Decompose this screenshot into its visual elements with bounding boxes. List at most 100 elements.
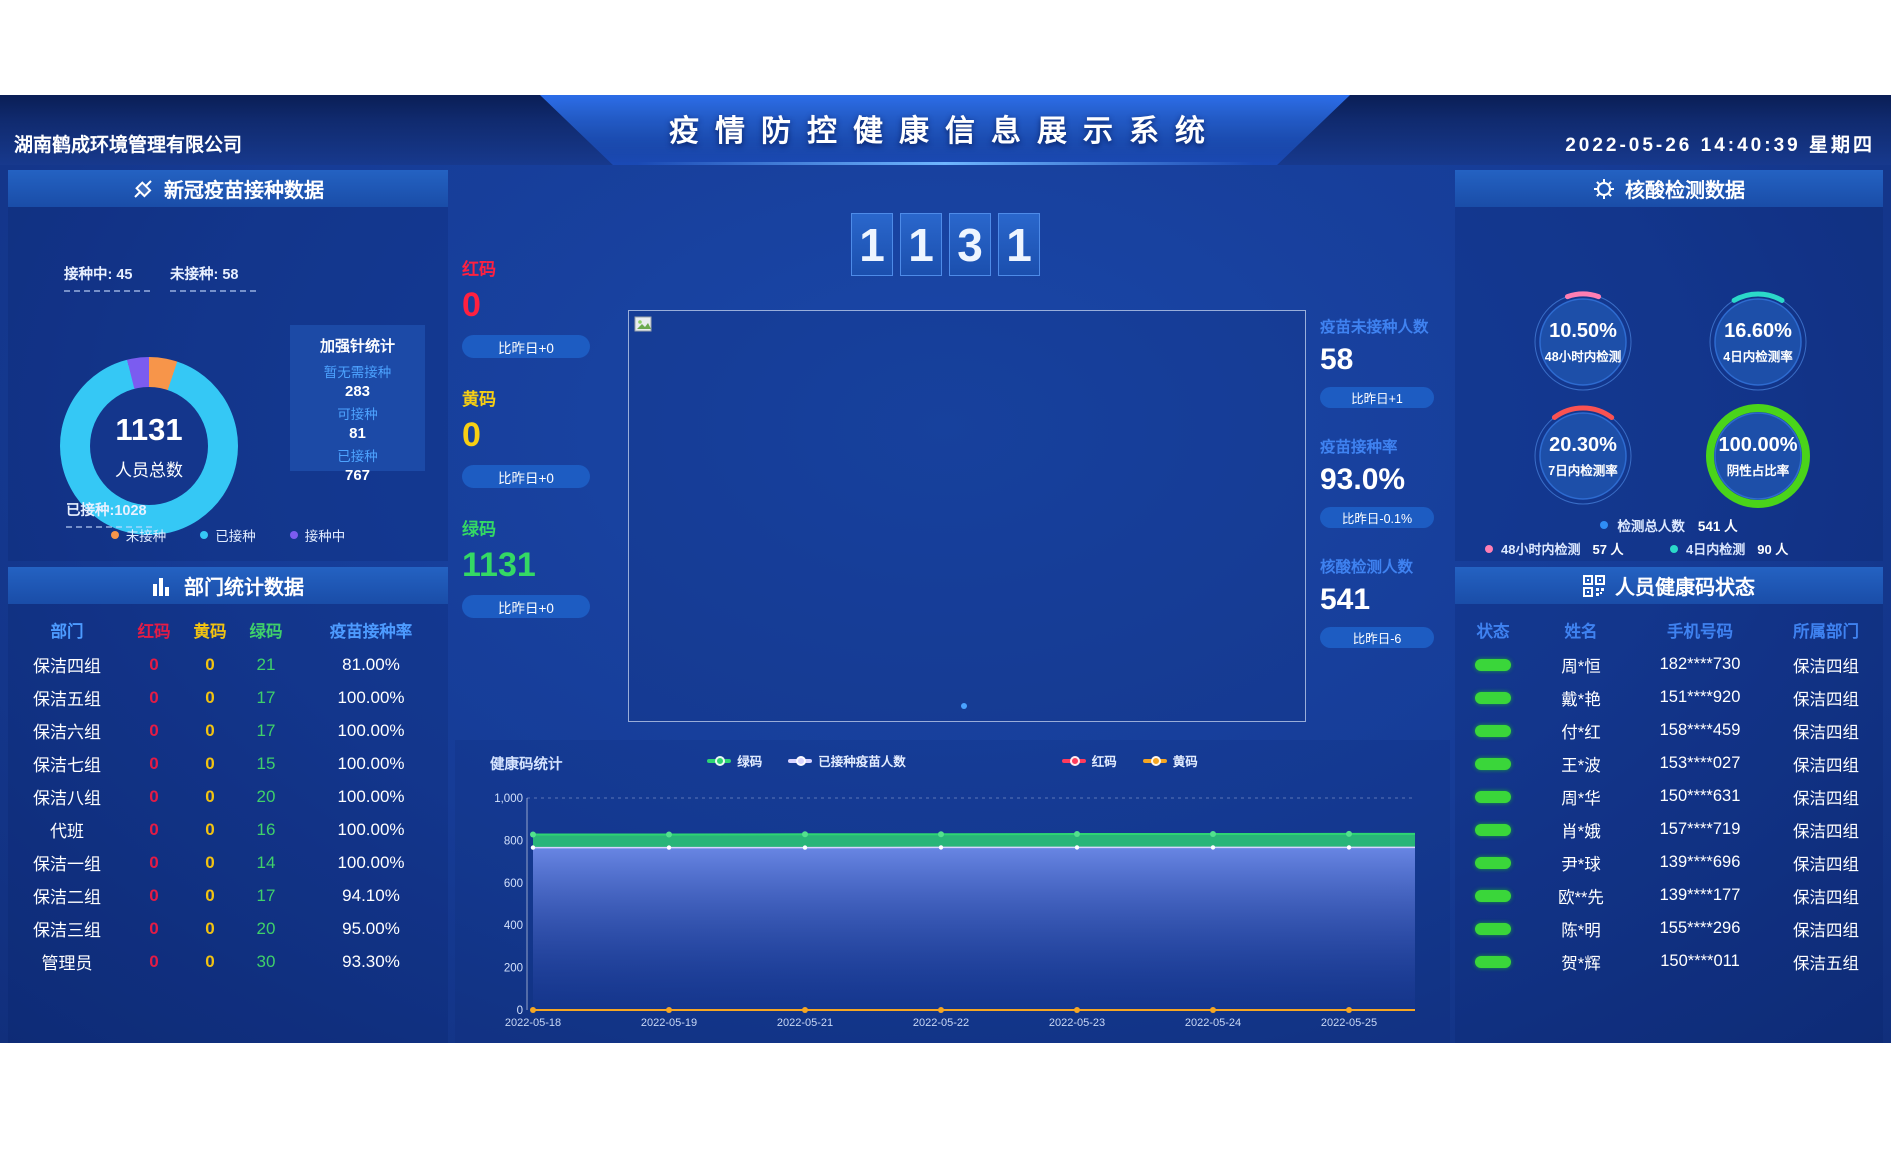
status-cell: [1455, 955, 1531, 968]
table-cell: 0: [149, 687, 159, 707]
legend-item: 已接种: [200, 525, 256, 545]
column-header: 所属部门: [1793, 623, 1859, 641]
svg-text:800: 800: [504, 835, 523, 847]
green-code-status-icon: [1475, 922, 1511, 935]
legend-dot-icon: [110, 531, 119, 539]
phone-cell: 158****459: [1659, 721, 1741, 739]
delta-pill: 比昨日+1: [1320, 387, 1434, 408]
table-row: 贺*辉 150****011 保洁五组: [1455, 945, 1883, 978]
epidemic-dashboard: 疫情防控健康信息展示系统 湖南鹤成环境管理有限公司 2022-05-26 14:…: [0, 95, 1891, 1043]
svg-text:1,000: 1,000: [494, 793, 523, 805]
chart-legend-label: 红码: [1091, 755, 1117, 769]
column-header: 部门: [50, 623, 84, 641]
legend-label: 未接种: [125, 529, 167, 544]
department-panel: 部门统计数据 部门 红码 黄码 绿码 疫苗接种率 保洁四组 0 0 21 81.00% 保洁五组 0…: [8, 567, 448, 1043]
table-cell: 94.10%: [342, 885, 400, 905]
column-header: 黄码: [193, 623, 227, 641]
gauge-2: 16.60% 4日内检测率: [1706, 290, 1810, 394]
table-cell: 0: [205, 885, 215, 905]
status-cell: [1455, 856, 1531, 869]
dept-table-body: 保洁四组 0 0 21 81.00% 保洁五组 0 0 17 100.00% 保洁六组 0 0 17 100…: [8, 648, 448, 978]
table-cell: 81.00%: [342, 654, 400, 674]
datetime: 2022-05-26 14:40:39 星期四: [1565, 135, 1875, 156]
status-cell: [1455, 724, 1531, 737]
nucleic-total-value: 541 人: [1697, 519, 1738, 534]
company-name: 湖南鹤成环境管理有限公司: [14, 135, 243, 156]
name-cell: 戴*艳: [1561, 690, 1601, 709]
dept-cell: 保洁四组: [1793, 855, 1859, 874]
phone-cell: 150****631: [1659, 787, 1741, 805]
svg-text:2022-05-23: 2022-05-23: [1049, 1017, 1105, 1029]
table-row: 付*红 158****459 保洁四组: [1455, 714, 1883, 747]
svg-text:2022-05-22: 2022-05-22: [913, 1017, 969, 1029]
phone-cell: 157****719: [1659, 820, 1741, 838]
summary-stats-column: 疫苗未接种人数 58 比昨日+1 疫苗接种率 93.0% 比昨日-0.1% 核酸检测人数 54…: [1320, 315, 1455, 675]
health-status-panel: 人员健康码状态 状态 姓名 手机号码 所属部门 周*恒 182****730 保洁四组 戴*…: [1455, 567, 1883, 1043]
chart-legend-item: 红码: [1061, 751, 1117, 770]
chart-legend-label: 黄码: [1172, 755, 1198, 769]
dept-cell: 保洁四组: [1793, 723, 1859, 742]
department-table: 部门 红码 黄码 绿码 疫苗接种率 保洁四组 0 0 21 81.00% 保洁五组 0 0 17 100.…: [8, 612, 448, 978]
legend-dot-icon: [1600, 521, 1609, 529]
department-panel-title: 部门统计数据: [184, 577, 304, 599]
chart-legend-item: 黄码: [1142, 751, 1198, 770]
green-code-status-icon: [1475, 790, 1511, 803]
health-table-body: 周*恒 182****730 保洁四组 戴*艳 151****920 保洁四组 付*红 158…: [1455, 648, 1883, 978]
table-cell: 100.00%: [337, 852, 405, 872]
table-cell: 100.00%: [337, 819, 405, 839]
donut-callout-vaccinated: 已接种:1028: [66, 499, 152, 528]
name-cell: 陈*明: [1561, 921, 1601, 940]
dept-cell: 保洁四组: [1793, 657, 1859, 676]
table-row: 王*波 153****027 保洁四组: [1455, 747, 1883, 780]
gauge-value: 20.30%: [1549, 433, 1617, 456]
nucleic-legend-value: 57 人: [1592, 542, 1624, 557]
table-row: 保洁一组 0 0 14 100.00%: [8, 846, 448, 879]
flip-digit: 3: [949, 213, 991, 276]
svg-text:0: 0: [517, 1005, 523, 1017]
stat-label: 疫苗未接种人数: [1320, 319, 1429, 336]
svg-text:200: 200: [504, 963, 523, 975]
table-cell: 代班: [50, 822, 84, 841]
gauge-text: 16.60% 4日内检测率: [1706, 290, 1810, 394]
green-code-status-icon: [1475, 856, 1511, 869]
legend-dot-icon: [289, 531, 298, 539]
column-header: 绿码: [249, 623, 283, 641]
nucleic-panel-title: 核酸检测数据: [1625, 180, 1745, 202]
table-cell: 30: [256, 951, 276, 971]
legend-marker-icon: [707, 755, 732, 766]
booster-item-value: 81: [349, 425, 366, 442]
stat-value: 1131: [462, 546, 536, 584]
stat-value: 0: [462, 416, 481, 454]
booster-item-label: 可接种: [337, 407, 378, 422]
green-code-status-icon: [1475, 658, 1511, 671]
table-cell: 17: [256, 885, 276, 905]
donut-callout-unvaccinated: 未接种: 58: [170, 263, 256, 292]
gauge-value: 16.60%: [1724, 319, 1792, 342]
name-cell: 周*华: [1561, 789, 1601, 808]
stat-label: 红码: [462, 260, 496, 279]
green-code-status-icon: [1475, 889, 1511, 902]
column-header: 状态: [1476, 623, 1510, 641]
stat-label: 黄码: [462, 390, 496, 409]
dept-cell: 保洁四组: [1793, 789, 1859, 808]
green-code-status-icon: [1475, 724, 1511, 737]
table-cell: 0: [149, 918, 159, 938]
legend-label: 接种中: [304, 529, 346, 544]
phone-cell: 139****177: [1659, 886, 1741, 904]
legend-marker-icon: [788, 755, 813, 766]
table-cell: 0: [205, 687, 215, 707]
booster-item: 可接种 81: [290, 403, 425, 442]
table-cell: 0: [205, 951, 215, 971]
gauge-4: 100.00% 阴性占比率: [1706, 404, 1810, 508]
table-row: 管理员 0 0 30 93.30%: [8, 945, 448, 978]
green-code-status-icon: [1475, 691, 1511, 704]
table-cell: 0: [149, 786, 159, 806]
table-cell: 14: [256, 852, 276, 872]
table-cell: 0: [205, 654, 215, 674]
legend-item: 接种中: [289, 525, 346, 545]
vaccine-panel-header: 新冠疫苗接种数据: [8, 170, 448, 207]
dept-cell: 保洁五组: [1793, 954, 1859, 973]
gauge-label: 阴性占比率: [1726, 463, 1790, 478]
svg-text:600: 600: [504, 878, 523, 890]
table-cell: 0: [149, 885, 159, 905]
